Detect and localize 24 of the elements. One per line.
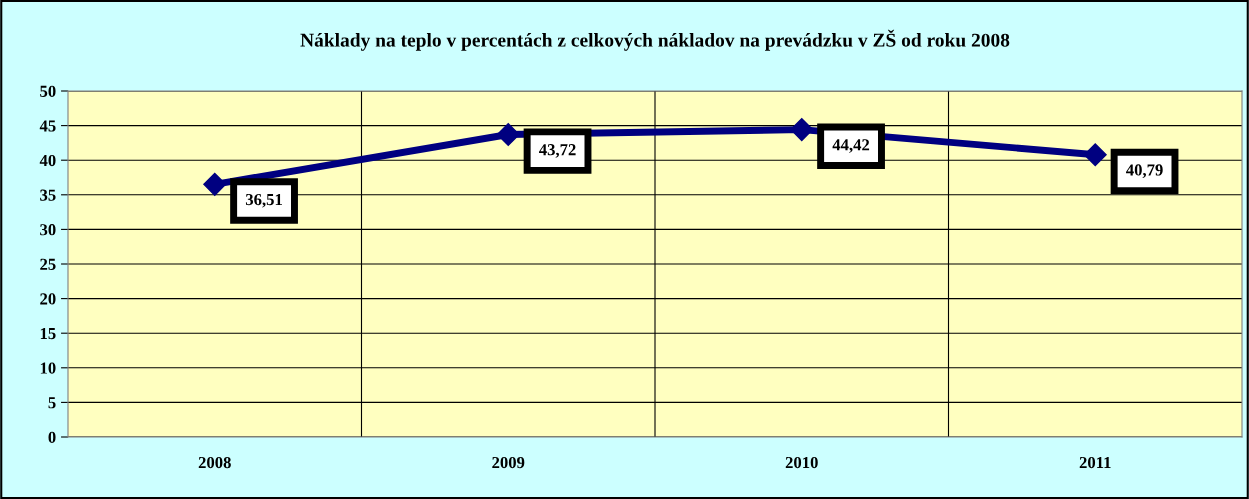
chart-title: Náklady na teplo v percentách z celkových nákladov na prevádzku v ZŠ od roku 2008 — [300, 29, 1010, 51]
point — [203, 172, 227, 196]
y-tick-label: 15 — [40, 327, 56, 340]
x-tick-label: 2008 — [198, 456, 231, 469]
x-tick-label: 2009 — [492, 456, 525, 469]
y-tick-label: 0 — [48, 431, 56, 443]
y-tick-label: 25 — [40, 258, 56, 270]
x-tick-label: 2011 — [1079, 456, 1111, 469]
data-label: 36,51 — [245, 193, 282, 208]
point — [496, 122, 520, 146]
y-tick-label: 45 — [39, 120, 56, 132]
data-label: 43,72 — [539, 144, 576, 158]
y-tick-label: 35 — [40, 189, 56, 201]
data-label: 44,42 — [832, 139, 870, 153]
point — [1083, 143, 1107, 167]
y-tick-label: 40 — [39, 154, 56, 167]
y-tick-label: 30 — [40, 224, 56, 236]
y-tick-label: 50 — [40, 85, 56, 97]
y-tick-label: 10 — [40, 362, 56, 374]
data-label: 40,79 — [1126, 164, 1163, 178]
x-tick-label: 2010 — [785, 456, 818, 469]
point — [790, 118, 814, 142]
y-tick-label: 5 — [48, 397, 56, 409]
y-tick-label: 20 — [40, 293, 56, 305]
